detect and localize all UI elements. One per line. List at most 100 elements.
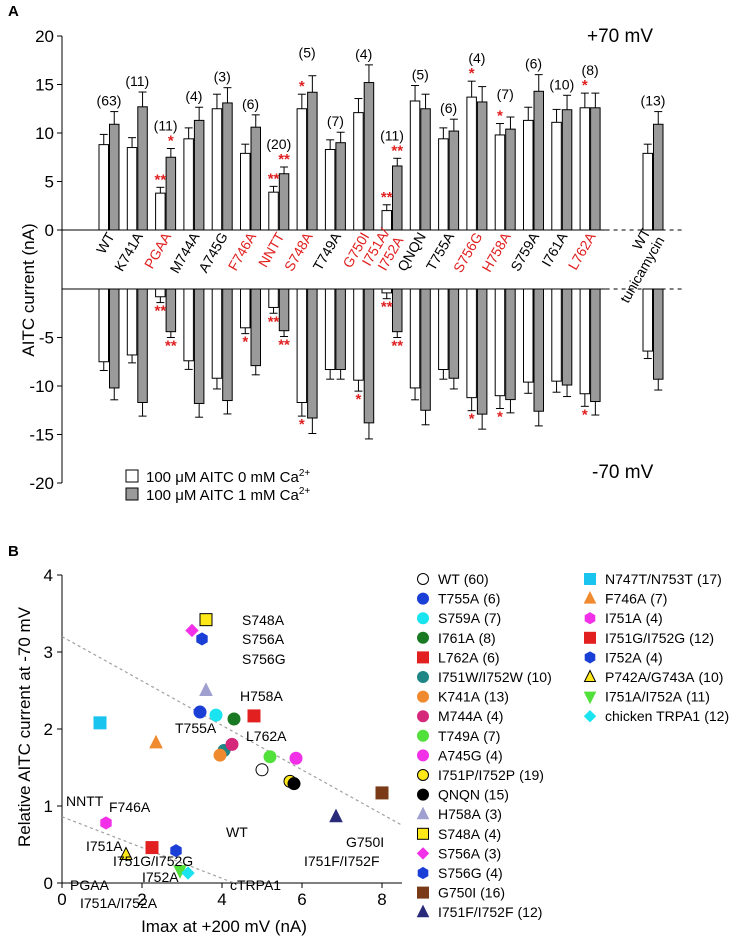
annotation-label: G750I	[346, 834, 384, 850]
category-label: F746A	[225, 229, 260, 273]
bar-neg-1mm	[363, 288, 375, 424]
legend-entry: WT (60)	[438, 571, 489, 587]
panel-a-chart: 20151050-5-10-15-20(63)WT(11)K741A******…	[29, 27, 682, 493]
category-label: S748A	[281, 229, 316, 274]
legend-entry: N747T/N753T (17)	[605, 571, 722, 587]
bar-pos-0mm	[579, 107, 591, 231]
legend-entry-n: (10)	[699, 669, 724, 685]
panel-a-label: A	[8, 3, 19, 20]
scatter-point-s748a	[199, 613, 213, 627]
scatter-point-t749a	[263, 750, 277, 764]
legend-entry-name: I751P/I752P	[438, 767, 515, 783]
annotation-label: F746A	[109, 799, 151, 815]
y-tick-label: -5	[39, 329, 54, 348]
n-label: (6)	[525, 56, 542, 72]
legend-entry: T755A (6)	[438, 591, 500, 607]
legend-marker-qnqn	[417, 788, 429, 801]
legend-marker-i751a-i752a	[583, 691, 597, 705]
bar-neg-0mm	[551, 288, 562, 382]
legend-marker-l762a	[417, 651, 429, 664]
y-tick-label: 5	[45, 173, 54, 192]
legend-entry: I751P/I752P (19)	[438, 767, 544, 783]
bar-pos-0mm	[98, 144, 109, 231]
legend-entry-name: A745G	[438, 747, 482, 763]
bar-pos-0mm	[551, 121, 562, 231]
annotation-label: S748A	[242, 612, 285, 628]
legend-entry-n: (7)	[484, 610, 501, 626]
legend-entry-n: (7)	[650, 591, 667, 607]
bar-pos-0mm	[183, 138, 194, 231]
sig-pos-0mm: **	[268, 170, 280, 187]
panel-b-y-axis-label: Relative AITC current at -70 mV	[15, 606, 34, 847]
bar-pos-0mm	[438, 138, 449, 231]
legend-entry-n: (17)	[697, 571, 722, 587]
b-x-tick-label: 2	[137, 890, 146, 909]
bar-pos-0mm	[466, 96, 477, 231]
bar-pos-1mm	[222, 102, 233, 231]
bar-neg-1mm	[335, 288, 346, 371]
bar-neg-0mm	[240, 288, 251, 329]
annotation-label: I751F/I752F	[304, 853, 380, 869]
bar-neg-0mm	[324, 288, 336, 371]
scatter-point-s756a	[185, 623, 199, 638]
legend-marker-i761a	[417, 631, 429, 644]
legend-entry-name: H758A	[438, 806, 481, 822]
panel-b-chart: 0 1 2 3 4 0 2 4 6 8 S748A S756A S756G H758A T755A L762A…	[44, 566, 403, 911]
y-tick-label: 15	[35, 76, 54, 95]
category-label-line: K741A	[111, 229, 146, 274]
legend-entry: G750I (16)	[438, 885, 505, 901]
scatter-point-wt	[255, 763, 269, 777]
legend-entry-name: F746A	[605, 591, 647, 607]
bar-neg-0mm	[268, 288, 279, 308]
legend-entry: F746A (7)	[605, 591, 667, 607]
legend-entry-name: T749A	[438, 728, 480, 744]
legend-entry-n: (3)	[485, 806, 502, 822]
legend-marker-a745g	[417, 749, 429, 762]
sig-pos-0mm: *	[299, 78, 305, 95]
legend-entry-n: (10)	[527, 669, 552, 685]
b-y-tick-label: 0	[44, 874, 53, 893]
scatter-point-qnqn	[287, 777, 301, 791]
annotation-label: NNTT	[66, 793, 104, 809]
legend-entry-n: (13)	[484, 689, 509, 705]
legend-entry: S756G (4)	[438, 865, 503, 881]
legend-entry-name: I751F/I752F	[438, 904, 514, 920]
n-label: (5)	[412, 67, 429, 83]
legend-entry-name: G750I	[438, 885, 476, 901]
scatter-point-n747t-n753t	[93, 716, 107, 730]
bar-neg-0mm	[642, 288, 653, 352]
legend-entry-n: (4)	[646, 610, 663, 626]
legend-entry-n: (4)	[486, 747, 503, 763]
bar-neg-1mm	[420, 288, 431, 411]
bar-pos-0mm	[211, 108, 223, 231]
scatter-point-s759a	[209, 708, 223, 722]
legend-swatch-gray	[125, 487, 139, 501]
n-label: (10)	[549, 76, 574, 92]
bar-neg-1mm	[307, 288, 318, 419]
sig-pos-0mm: *	[497, 108, 503, 125]
scatter-point-i761a	[227, 712, 241, 726]
bar-pos-0mm	[353, 112, 364, 231]
bar-neg-1mm	[193, 288, 205, 404]
legend-marker-i752a	[584, 651, 596, 664]
bar-neg-1mm	[533, 288, 544, 412]
legend-entry-n: (4)	[484, 826, 501, 842]
bar-neg-1mm	[653, 288, 664, 380]
legend-entry-n: (4)	[646, 649, 663, 665]
legend-marker-i751p-i752p	[417, 769, 429, 781]
scatter-point-chicken-trpa1	[181, 866, 195, 880]
scatter-point-g750i	[375, 786, 389, 800]
legend-entry-n: (7)	[483, 728, 500, 744]
bar-neg-1mm	[476, 288, 488, 415]
legend-entry: T749A (7)	[438, 728, 500, 744]
legend-entry-n: (8)	[479, 630, 496, 646]
n-label: (11)	[380, 127, 404, 143]
bar-pos-0mm	[381, 210, 392, 231]
legend-entry: A745G (4)	[438, 747, 503, 763]
legend-entry-name: S756A	[438, 845, 481, 861]
sig-pos-0mm: **	[155, 171, 167, 188]
n-label: (4)	[468, 50, 485, 66]
bar-pos-0mm	[155, 192, 166, 231]
b-x-tick-label: 8	[377, 890, 386, 909]
annotation-label: PGAA	[70, 877, 110, 893]
